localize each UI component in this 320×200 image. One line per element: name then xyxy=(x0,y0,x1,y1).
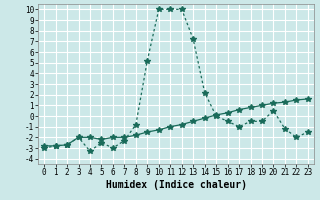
X-axis label: Humidex (Indice chaleur): Humidex (Indice chaleur) xyxy=(106,180,246,190)
